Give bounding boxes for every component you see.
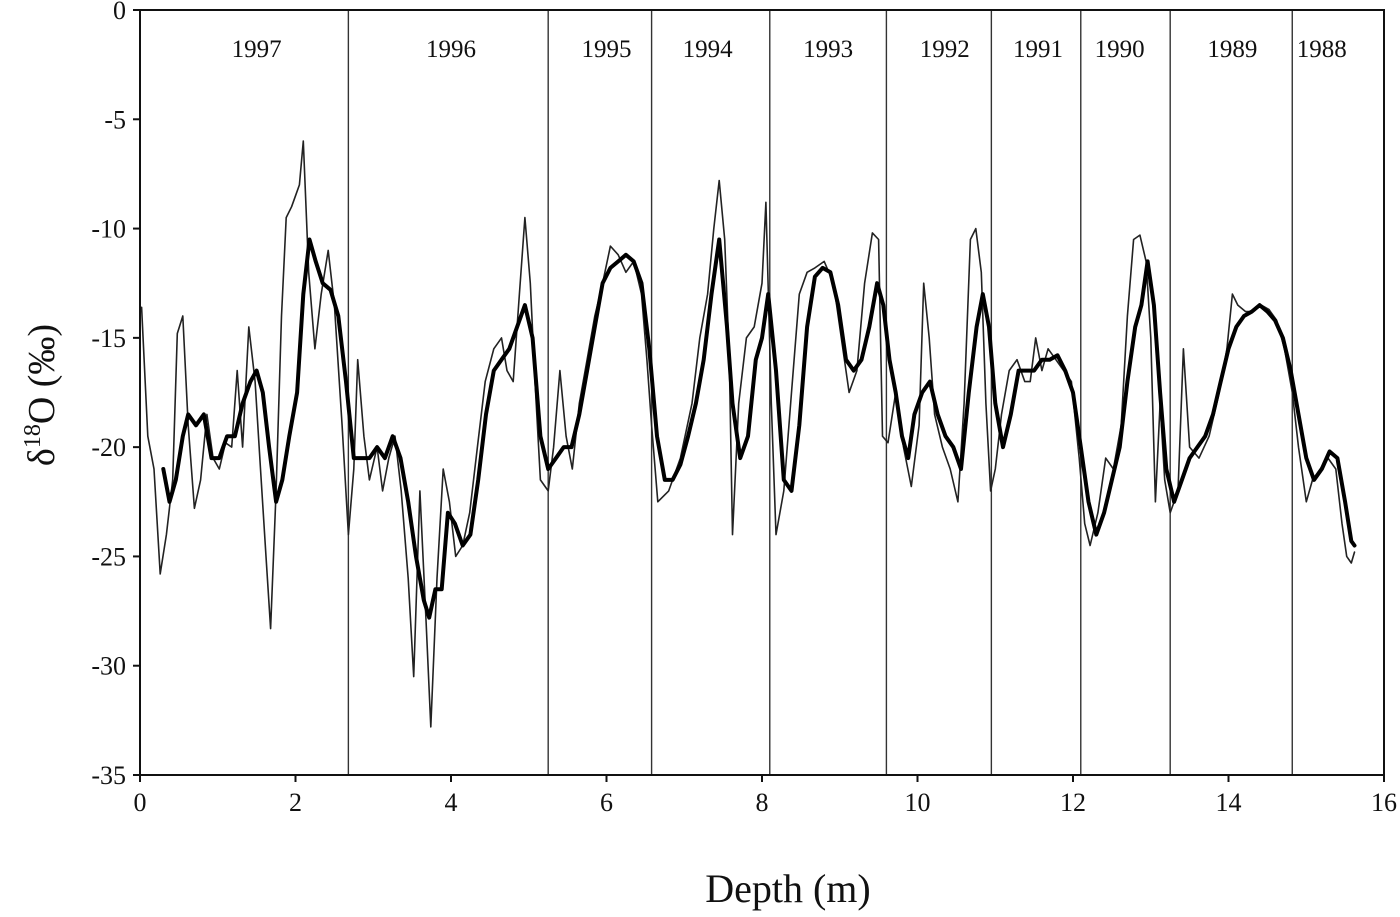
x-tick-label: 16 xyxy=(1371,788,1397,817)
y-axis-title: δ18O (‰) xyxy=(20,324,63,466)
y-axis-title-delta: δ xyxy=(21,448,63,466)
y-axis-title-rest: O (‰) xyxy=(21,324,63,424)
x-tick-label: 10 xyxy=(905,788,931,817)
y-tick-label: -15 xyxy=(91,324,126,353)
year-label: 1991 xyxy=(1013,36,1063,63)
axes xyxy=(133,9,1385,782)
series-layer xyxy=(140,140,1357,728)
year-label: 1989 xyxy=(1207,36,1257,63)
year-label: 1996 xyxy=(426,36,476,63)
y-axis-title-superscript: 18 xyxy=(20,424,46,448)
y-tick-label: -20 xyxy=(91,433,126,462)
x-axis-title: Depth (m) xyxy=(705,866,871,911)
x-tick-label: 6 xyxy=(600,788,613,817)
year-label: 1992 xyxy=(920,36,970,63)
x-tick-label: 14 xyxy=(1216,788,1242,817)
x-tick-label: 2 xyxy=(289,788,302,817)
x-tick-label: 12 xyxy=(1060,788,1086,817)
year-label: 1988 xyxy=(1297,36,1347,63)
year-label: 1994 xyxy=(683,36,734,63)
y-tick-label: -10 xyxy=(91,215,126,244)
labels: 0 2 4 6 8 10 12 14 16 0 -5 -10 -15 -20 -25 -30 -35 1997 19… xyxy=(91,0,1397,817)
y-tick-label: -5 xyxy=(104,105,126,134)
x-tick-label: 4 xyxy=(445,788,458,817)
y-tick-label: 0 xyxy=(113,0,126,25)
x-tick-label: 8 xyxy=(756,788,769,817)
x-tick-label: 0 xyxy=(134,788,147,817)
plot-frame xyxy=(139,9,1385,776)
y-tick-label: -25 xyxy=(91,542,126,571)
year-label: 1990 xyxy=(1095,36,1145,63)
series-line-thick xyxy=(161,237,1357,620)
y-tick-label: -35 xyxy=(91,761,126,790)
year-label: 1993 xyxy=(803,36,853,63)
year-label: 1997 xyxy=(232,36,282,63)
y-tick-label: -30 xyxy=(91,652,126,681)
year-label: 1995 xyxy=(582,36,632,63)
